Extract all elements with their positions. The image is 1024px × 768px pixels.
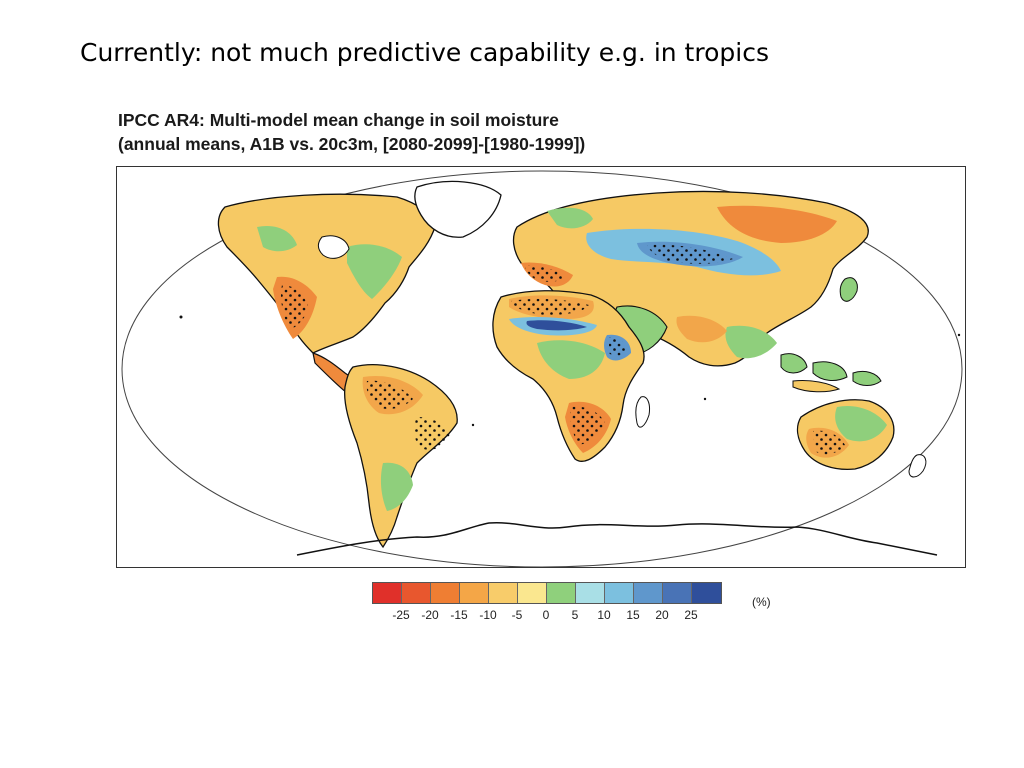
colorbar-swatch bbox=[373, 583, 402, 603]
australia bbox=[796, 399, 927, 478]
figure-title: IPCC AR4: Multi-model mean change in soi… bbox=[118, 108, 585, 156]
colorbar-swatch bbox=[431, 583, 460, 603]
colorbar-swatch bbox=[547, 583, 576, 603]
colorbar-tick-label: -25 bbox=[392, 608, 410, 622]
north-america bbox=[217, 180, 502, 354]
colorbar-tick-label: 5 bbox=[571, 608, 579, 622]
colorbar-swatch bbox=[605, 583, 634, 603]
small-islands bbox=[179, 315, 961, 427]
colorbar-swatch bbox=[402, 583, 431, 603]
colorbar-tick-label: 15 bbox=[626, 608, 640, 622]
southeast-asia-islands bbox=[780, 353, 882, 393]
colorbar-tick-label: -10 bbox=[479, 608, 497, 622]
colorbar-unit: (%) bbox=[752, 595, 771, 609]
colorbar-tick-label: 25 bbox=[684, 608, 698, 622]
slide-title: Currently: not much predictive capabilit… bbox=[80, 38, 769, 67]
colorbar-tick-label: -20 bbox=[421, 608, 439, 622]
colorbar-tick-label: -5 bbox=[511, 608, 523, 622]
colorbar-swatch bbox=[692, 583, 721, 603]
figure-title-line-1: IPCC AR4: Multi-model mean change in soi… bbox=[118, 110, 559, 130]
africa bbox=[492, 290, 650, 462]
antarctica-coastline bbox=[296, 521, 938, 556]
world-map-svg bbox=[121, 170, 963, 567]
colorbar-tick-label: 20 bbox=[655, 608, 669, 622]
colorbar-swatch bbox=[460, 583, 489, 603]
colorbar-tick-label: 10 bbox=[597, 608, 611, 622]
south-america bbox=[312, 352, 458, 549]
figure-title-line-2: (annual means, A1B vs. 20c3m, [2080-2099… bbox=[118, 134, 586, 154]
colorbar-swatch bbox=[489, 583, 518, 603]
colorbar-tick-label: 0 bbox=[542, 608, 550, 622]
colorbar-legend: -25 -20 -15 -10 -5 0 5 10 15 20 25 (%) bbox=[372, 582, 812, 622]
colorbar-swatch bbox=[518, 583, 547, 603]
colorbar-swatches bbox=[372, 582, 722, 604]
soil-moisture-map bbox=[116, 166, 966, 568]
colorbar-swatch bbox=[634, 583, 663, 603]
colorbar-swatch bbox=[663, 583, 692, 603]
colorbar-tick-label: -15 bbox=[450, 608, 468, 622]
colorbar-swatch bbox=[576, 583, 605, 603]
